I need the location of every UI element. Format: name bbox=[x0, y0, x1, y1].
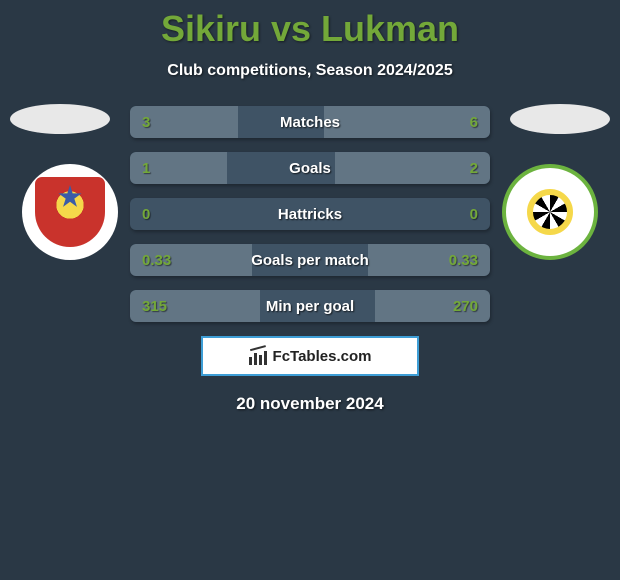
stat-label: Goals per match bbox=[251, 252, 369, 269]
stat-label: Matches bbox=[280, 114, 340, 131]
chart-icon bbox=[249, 347, 269, 365]
right-player-oval bbox=[510, 104, 610, 134]
stat-row: 0 Hattricks 0 bbox=[130, 198, 490, 230]
stat-left-value: 3 bbox=[142, 114, 150, 131]
stat-left-value: 0 bbox=[142, 206, 150, 223]
left-player-oval bbox=[10, 104, 110, 134]
stat-right-value: 2 bbox=[470, 160, 478, 177]
stat-row: 0.33 Goals per match 0.33 bbox=[130, 244, 490, 276]
stat-label: Hattricks bbox=[278, 206, 342, 223]
brand-text: FcTables.com bbox=[273, 348, 372, 365]
page-title: Sikiru vs Lukman bbox=[0, 0, 620, 50]
brand-link[interactable]: FcTables.com bbox=[201, 336, 419, 376]
page-subtitle: Club competitions, Season 2024/2025 bbox=[0, 62, 620, 80]
stat-row: 315 Min per goal 270 bbox=[130, 290, 490, 322]
comparison-container: 3 Matches 6 1 Goals 2 0 Hattricks 0 0.33… bbox=[0, 106, 620, 414]
stat-fill-right bbox=[324, 106, 490, 138]
footer-date: 20 november 2024 bbox=[0, 394, 620, 414]
stat-left-value: 315 bbox=[142, 298, 167, 315]
stat-right-value: 0 bbox=[470, 206, 478, 223]
stat-label: Min per goal bbox=[266, 298, 354, 315]
right-team-badge-graphic bbox=[527, 189, 573, 235]
stat-label: Goals bbox=[289, 160, 331, 177]
stat-left-value: 0.33 bbox=[142, 252, 171, 269]
stat-fill-right bbox=[335, 152, 490, 184]
right-team-badge bbox=[502, 164, 598, 260]
left-team-badge bbox=[22, 164, 118, 260]
stat-row: 1 Goals 2 bbox=[130, 152, 490, 184]
stat-right-value: 270 bbox=[453, 298, 478, 315]
star-icon bbox=[58, 185, 82, 209]
stat-right-value: 0.33 bbox=[449, 252, 478, 269]
left-team-badge-graphic bbox=[35, 177, 105, 247]
stat-left-value: 1 bbox=[142, 160, 150, 177]
stats-list: 3 Matches 6 1 Goals 2 0 Hattricks 0 0.33… bbox=[130, 106, 490, 322]
stat-row: 3 Matches 6 bbox=[130, 106, 490, 138]
stat-right-value: 6 bbox=[470, 114, 478, 131]
